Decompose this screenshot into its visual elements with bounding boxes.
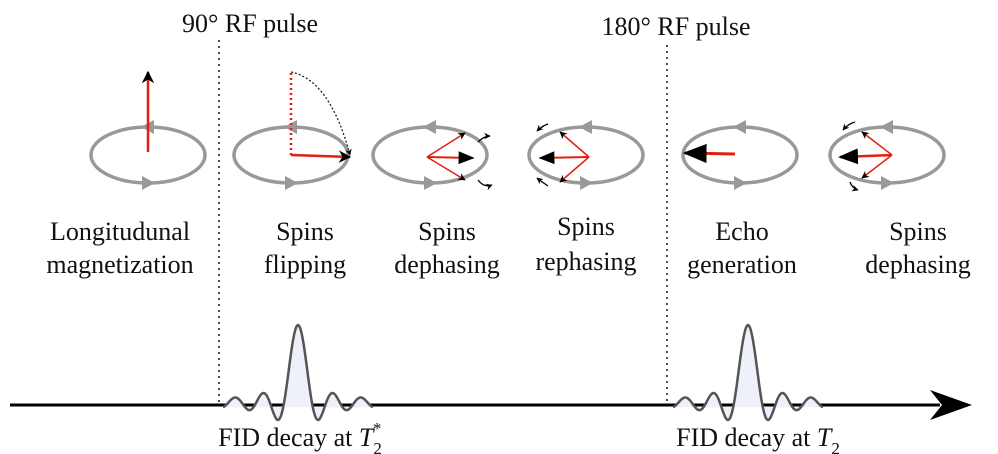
stage-label: dephasing [394, 250, 499, 279]
flow-arrowhead [424, 176, 437, 190]
fid-symbol: T [359, 423, 375, 452]
flow-arrowhead [423, 120, 436, 134]
stage-label: dephasing [865, 250, 970, 279]
spin-direction [477, 179, 493, 191]
flow-arrowhead [733, 120, 746, 134]
vector [682, 143, 736, 164]
stage-label: Spins [418, 217, 476, 246]
signals [222, 323, 824, 422]
fid-subscript: 2 [373, 439, 382, 454]
vector [290, 150, 352, 163]
spin-direction [477, 132, 491, 143]
stage-label: Echo [715, 217, 768, 246]
vector [538, 151, 590, 165]
spin-direction [849, 181, 859, 192]
flow-arrowhead [734, 176, 747, 190]
flow-arrowhead [881, 176, 894, 190]
vector [861, 154, 893, 179]
vector [838, 148, 893, 165]
fid-text: FID decay at [218, 423, 353, 452]
fid-label: FID decay at T2 [676, 423, 840, 454]
flow-arrowhead [580, 176, 593, 190]
stage-label: Spins [557, 212, 615, 241]
spin-direction [842, 121, 856, 131]
spin-diagram [828, 120, 946, 190]
fid-label: FID decay at T2* [218, 419, 382, 454]
rotation-path [290, 71, 352, 156]
stage-label: Spins [889, 217, 947, 246]
stage-label: Longitudunal [50, 217, 190, 246]
spin-direction [536, 177, 549, 187]
precession-orbit [681, 125, 799, 185]
fid-superscript: * [373, 419, 382, 438]
vector [559, 131, 590, 158]
vector [426, 156, 466, 181]
flow-arrowhead [142, 176, 155, 190]
stage-label: magnetization [46, 250, 193, 279]
signal-wave [672, 323, 824, 422]
pulse-label: 90° RF pulse [182, 9, 318, 38]
flow-arrowhead [285, 176, 298, 190]
stage-label: Spins [276, 217, 334, 246]
fid-text: FID decay at [676, 423, 811, 452]
vector [426, 151, 475, 165]
vector [861, 131, 893, 156]
fid-symbol: T [817, 423, 833, 452]
spin-diagrams [89, 70, 946, 192]
spin-diagram [371, 120, 489, 190]
pulse-label: 180° RF pulse [601, 12, 750, 41]
vector [426, 132, 466, 158]
vector [559, 156, 590, 183]
signal-wave [222, 323, 374, 422]
spin-diagram [527, 120, 645, 190]
fid-subscript: 2 [831, 439, 840, 454]
spin-direction [536, 123, 549, 132]
flow-arrowhead [284, 120, 297, 134]
spin-diagram [681, 120, 799, 190]
flow-arrowhead [579, 120, 592, 134]
axis-arrowhead [930, 390, 972, 420]
stage-label: generation [687, 250, 797, 279]
stage-label: rephasing [535, 247, 636, 276]
stage-label: flipping [264, 250, 346, 279]
flow-arrowhead [880, 120, 893, 134]
